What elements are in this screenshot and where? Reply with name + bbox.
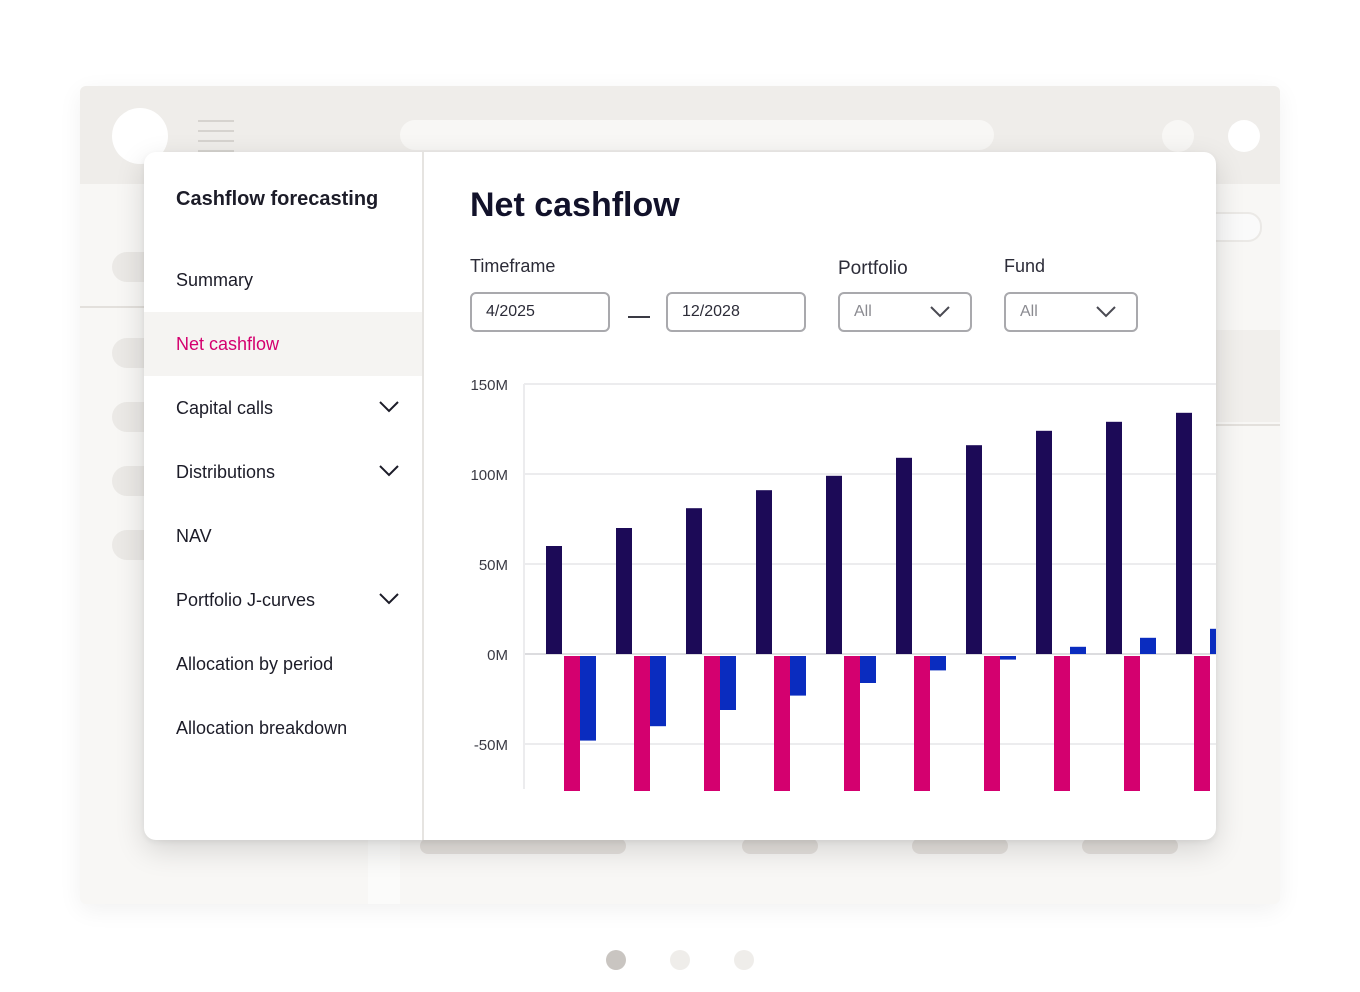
y-tick-label: 50M	[479, 557, 508, 574]
bar	[616, 528, 632, 654]
background-placeholder	[1210, 330, 1280, 422]
sidebar-item-label: Net cashflow	[176, 333, 280, 354]
y-tick-label: 0M	[487, 647, 508, 664]
sidebar-item-capital-calls[interactable]: Capital calls	[144, 376, 422, 440]
bar	[844, 656, 860, 791]
background-search-bar	[400, 120, 994, 150]
background-divider	[1210, 424, 1280, 426]
background-divider	[80, 306, 170, 308]
sidebar-item-label: NAV	[176, 525, 212, 546]
fund-label: Fund	[1004, 256, 1046, 276]
background-circle-button	[1162, 120, 1194, 152]
background-placeholder	[1082, 838, 1178, 854]
fund-dropdown[interactable]: All	[1004, 292, 1138, 332]
sidebar-item-label: Allocation by period	[176, 653, 334, 674]
sidebar-item-label: Portfolio J-curves	[176, 589, 316, 610]
sidebar-item-distributions[interactable]: Distributions	[144, 440, 422, 504]
carousel-dot[interactable]	[734, 950, 754, 970]
carousel-dot[interactable]	[670, 950, 690, 970]
sidebar-item-label: Capital calls	[176, 397, 274, 418]
bar	[790, 656, 806, 696]
portfolio-label: Portfolio	[838, 258, 908, 279]
y-tick-label: -50M	[474, 737, 508, 754]
sidebar-item-portfolio-j-curves[interactable]: Portfolio J-curves	[144, 568, 422, 632]
background-circle-button	[1228, 120, 1260, 152]
sidebar-item-net-cashflow[interactable]: Net cashflow	[144, 312, 422, 376]
sidebar-item-summary[interactable]: Summary	[144, 248, 422, 312]
bar	[1176, 412, 1192, 654]
page-title: Net cashflow	[470, 186, 680, 224]
timeframe-start-value: 4/2025	[486, 303, 535, 320]
background-placeholder	[742, 838, 818, 854]
chevron-down-icon[interactable]	[378, 400, 400, 414]
bar	[966, 445, 982, 654]
bar	[1036, 430, 1052, 654]
y-tick-label: 150M	[470, 377, 508, 394]
sidebar-item-label: Allocation breakdown	[176, 717, 348, 738]
fund-value: All	[1020, 303, 1038, 320]
bar	[756, 490, 772, 654]
timeframe-end-input[interactable]: 12/2028	[666, 292, 806, 332]
bar	[650, 656, 666, 727]
portfolio-dropdown[interactable]: All	[838, 292, 972, 332]
bar	[546, 546, 562, 654]
bar	[1124, 656, 1140, 791]
timeframe-end-value: 12/2028	[682, 303, 740, 320]
sidebar-item-allocation-by-period[interactable]: Allocation by period	[144, 632, 422, 696]
sidebar-title: Cashflow forecasting	[176, 188, 379, 210]
bar	[984, 656, 1000, 791]
y-tick-label: 100M	[470, 467, 508, 484]
bar	[1140, 637, 1156, 654]
chevron-down-icon[interactable]	[378, 592, 400, 606]
bar	[1210, 628, 1216, 654]
bar	[580, 656, 596, 741]
bar	[1000, 656, 1016, 660]
sidebar-item-label: Distributions	[176, 461, 276, 482]
net-cashflow-chart: 150M 100M 50M 0M -50M	[470, 377, 1216, 791]
main-panel: Net cashflow Timeframe 4/2025 12/2028 Po…	[424, 152, 1216, 840]
sidebar-item-label: Summary	[176, 269, 254, 290]
bar	[914, 656, 930, 791]
carousel-dot[interactable]	[606, 950, 626, 970]
bar	[1070, 646, 1086, 654]
range-separator	[628, 316, 650, 318]
bar	[704, 656, 720, 791]
hamburger-menu-icon	[198, 120, 234, 160]
timeframe-start-input[interactable]: 4/2025	[470, 292, 610, 332]
sidebar-item-allocation-breakdown[interactable]: Allocation breakdown	[144, 696, 422, 760]
bar	[1106, 421, 1122, 654]
bar	[826, 475, 842, 654]
bar	[634, 656, 650, 791]
bar	[564, 656, 580, 791]
bar	[1194, 656, 1210, 791]
cashflow-card: Cashflow forecasting Summary Net cashflo…	[144, 152, 1216, 840]
chevron-down-icon	[1096, 306, 1116, 318]
bar	[930, 656, 946, 671]
bar	[686, 508, 702, 654]
bar	[1054, 656, 1070, 791]
timeframe-label: Timeframe	[470, 256, 556, 276]
bar	[720, 656, 736, 710]
sidebar: Cashflow forecasting Summary Net cashflo…	[144, 152, 424, 840]
bar	[860, 656, 876, 683]
sidebar-item-nav[interactable]: NAV	[144, 504, 422, 568]
chevron-down-icon	[930, 306, 950, 318]
chevron-down-icon[interactable]	[378, 464, 400, 478]
background-placeholder	[420, 838, 626, 854]
bar	[774, 656, 790, 791]
bar	[896, 457, 912, 654]
portfolio-value: All	[854, 303, 872, 320]
background-placeholder	[912, 838, 1008, 854]
